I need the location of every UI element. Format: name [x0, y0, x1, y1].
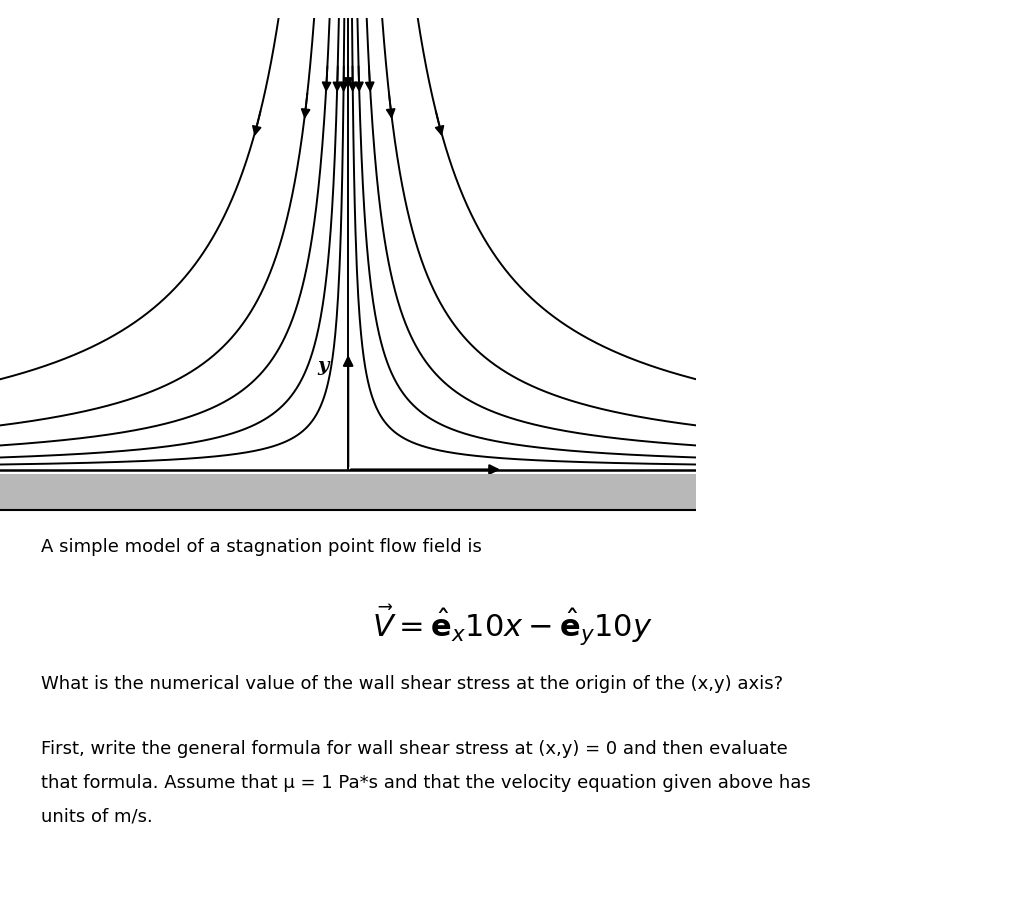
Text: First, write the general formula for wall shear stress at (x,y) = 0 and then eva: First, write the general formula for wal… — [41, 740, 787, 758]
Text: What is the numerical value of the wall shear stress at the origin of the (x,y) : What is the numerical value of the wall … — [41, 675, 783, 694]
Text: $\vec{V} = \hat{\mathbf{e}}_x 10x - \hat{\mathbf{e}}_y 10y$: $\vec{V} = \hat{\mathbf{e}}_x 10x - \hat… — [372, 602, 652, 647]
Text: units of m/s.: units of m/s. — [41, 808, 153, 826]
Text: that formula. Assume that μ = 1 Pa*s and that the velocity equation given above : that formula. Assume that μ = 1 Pa*s and… — [41, 774, 811, 792]
Bar — [0, 474, 696, 510]
Text: A simple model of a stagnation point flow field is: A simple model of a stagnation point flo… — [41, 538, 482, 556]
Text: x: x — [485, 486, 497, 504]
Text: y: y — [317, 357, 329, 375]
